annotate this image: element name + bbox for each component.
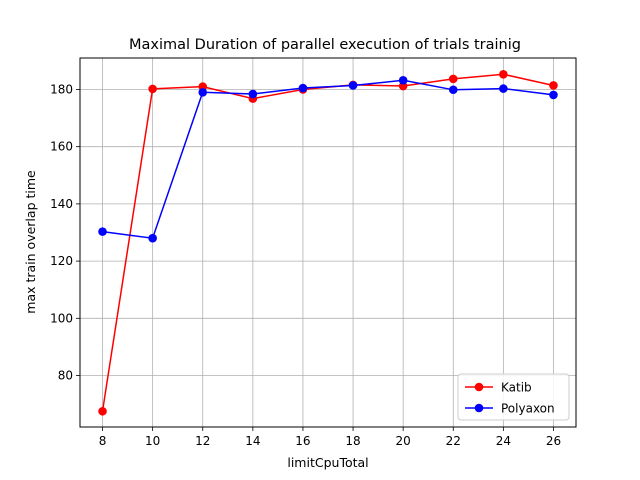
grid [80, 58, 576, 427]
data-point-polyaxon [148, 233, 157, 243]
plot-frame [79, 57, 577, 428]
x-tick-label: 18 [345, 434, 360, 448]
y-tick-label: 140 [50, 197, 73, 211]
data-point-polyaxon [549, 90, 558, 100]
data-point-polyaxon [198, 88, 208, 97]
data-point-polyaxon [448, 85, 458, 95]
x-tick-label: 24 [496, 434, 511, 448]
data-point-polyaxon [398, 76, 408, 85]
data-point-katib [549, 81, 558, 90]
x-tick-label: 12 [195, 434, 210, 448]
series-layer [98, 70, 558, 416]
data-point-polyaxon [98, 227, 107, 236]
x-tick-label: 16 [295, 434, 310, 448]
axis-ticks: 8 10 12 14 16 18 20 22 24 26 80 100 120 140 160 180 [50, 82, 561, 448]
data-point-polyaxon [348, 81, 358, 90]
x-tick-label: 10 [145, 434, 160, 448]
x-tick-label: 8 [99, 434, 107, 448]
x-tick-label: 26 [546, 434, 561, 448]
x-tick-label: 20 [396, 434, 411, 448]
series-line-katib [101, 73, 554, 412]
x-tick-label: 14 [245, 434, 260, 448]
y-tick-label: 180 [50, 82, 73, 96]
legend: Katib Polyaxon [457, 373, 570, 421]
y-tick-label: 100 [50, 311, 73, 325]
y-axis-label: max train overlap time [23, 170, 38, 314]
data-point-polyaxon [248, 89, 258, 99]
x-tick-label: 22 [446, 434, 461, 448]
data-point-katib [98, 406, 107, 416]
data-point-polyaxon [499, 84, 508, 93]
legend-marker-katib [474, 382, 484, 392]
y-tick-label: 120 [50, 254, 73, 268]
y-tick-label: 160 [50, 140, 73, 154]
legend-marker-polyaxon [474, 403, 484, 413]
data-point-katib [148, 84, 157, 94]
y-tick-label: 80 [58, 369, 73, 383]
x-axis-label: limitCpuTotal [287, 455, 368, 470]
series-line-polyaxon [102, 79, 554, 240]
data-point-polyaxon [298, 83, 308, 93]
chart-title: Maximal Duration of parallel execution o… [129, 37, 521, 53]
legend-label-polyaxon: Polyaxon [501, 402, 555, 416]
data-point-katib [499, 70, 508, 79]
data-point-katib [448, 74, 458, 84]
legend-label-katib: Katib [501, 381, 532, 395]
